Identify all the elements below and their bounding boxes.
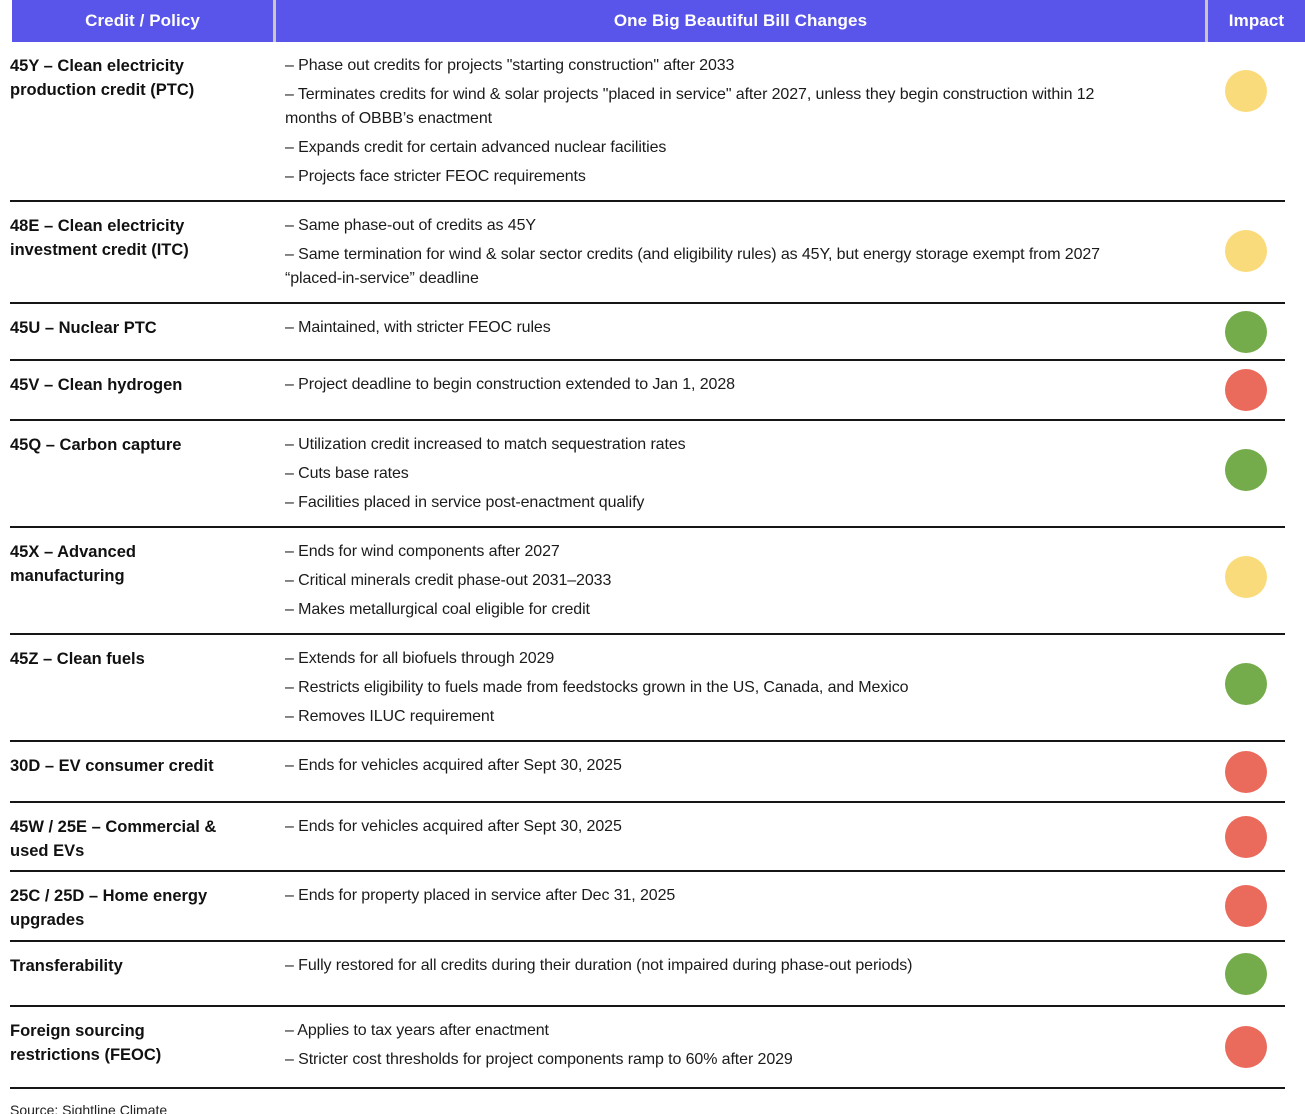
table-row: 45U – Nuclear PTC – Maintained, with str… <box>10 304 1285 361</box>
change-item: – Expands credit for certain advanced nu… <box>285 139 667 156</box>
changes-cell: – Same phase-out of credits as 45Y – Same… <box>275 202 1205 302</box>
change-item: – Extends for all biofuels through 2029 <box>285 650 555 667</box>
impact-indicator <box>1225 70 1267 112</box>
table-row: 25C / 25D – Home energy upgrades – Ends … <box>10 872 1285 942</box>
change-item: – Ends for vehicles acquired after Sept … <box>285 818 622 835</box>
change-item: – Restricts eligibility to fuels made fr… <box>285 679 909 696</box>
impact-indicator <box>1225 310 1267 353</box>
table-body: 45Y – Clean electricity production credi… <box>10 42 1285 1089</box>
impact-indicator <box>1225 369 1267 411</box>
impact-cell <box>1205 304 1285 359</box>
impact-indicator <box>1225 1026 1267 1068</box>
table-row: 45V – Clean hydrogen – Project deadline … <box>10 361 1285 421</box>
impact-indicator <box>1225 750 1267 793</box>
change-item: – Terminates credits for wind & solar pr… <box>285 86 1095 127</box>
table-row: 45X – Advanced manufacturing – Ends for … <box>10 528 1285 635</box>
policy-name: 45Z – Clean fuels <box>10 650 145 668</box>
impact-cell <box>1205 421 1285 526</box>
table-row: 45W / 25E – Commercial & used EVs – Ends… <box>10 803 1285 872</box>
changes-cell: – Project deadline to begin construction… <box>275 361 1205 419</box>
change-item: – Cuts base rates <box>285 465 409 482</box>
header-credit-policy: Credit / Policy <box>12 0 273 42</box>
change-item: – Ends for property placed in service af… <box>285 887 676 904</box>
change-item: – Maintained, with stricter FEOC rules <box>285 319 551 336</box>
change-item: – Makes metallurgical coal eligible for … <box>285 601 590 618</box>
changes-cell: – Maintained, with stricter FEOC rules <box>275 304 1205 359</box>
table-row: Transferability – Fully restored for all… <box>10 942 1285 1007</box>
changes-cell: – Ends for vehicles acquired after Sept … <box>275 803 1205 870</box>
impact-indicator <box>1225 952 1267 995</box>
changes-cell: – Ends for property placed in service af… <box>275 872 1205 940</box>
header-impact: Impact <box>1208 0 1305 42</box>
impact-cell <box>1205 942 1285 1005</box>
impact-indicator <box>1225 663 1267 705</box>
impact-cell <box>1205 528 1285 633</box>
impact-indicator <box>1225 556 1267 598</box>
policy-name: 45Y – Clean electricity production credi… <box>10 57 195 99</box>
impact-cell <box>1205 803 1285 870</box>
policy-name: Foreign sourcing restrictions (FEOC) <box>10 1022 162 1064</box>
change-item: – Critical minerals credit phase-out 203… <box>285 572 612 589</box>
change-item: – Fully restored for all credits during … <box>285 957 913 974</box>
change-item: – Project deadline to begin construction… <box>285 376 735 393</box>
policy-name: Transferability <box>10 957 123 975</box>
impact-cell <box>1205 635 1285 740</box>
table-header-row: Credit / Policy One Big Beautiful Bill C… <box>12 0 1305 42</box>
changes-cell: – Ends for wind components after 2027 – C… <box>275 528 1205 633</box>
changes-cell: – Extends for all biofuels through 2029 –… <box>275 635 1205 740</box>
change-item: – Same phase-out of credits as 45Y <box>285 217 536 234</box>
table-row: 45Q – Carbon capture – Utilization credi… <box>10 421 1285 528</box>
change-item: – Same termination for wind & solar sect… <box>285 246 1100 287</box>
policy-name: 45W / 25E – Commercial & used EVs <box>10 818 217 860</box>
policy-name: 45Q – Carbon capture <box>10 436 182 454</box>
source-text: Source: Sightline Climate <box>10 1102 168 1114</box>
table-row: Foreign sourcing restrictions (FEOC) – A… <box>10 1007 1285 1089</box>
policy-name: 25C / 25D – Home energy upgrades <box>10 887 208 929</box>
impact-indicator <box>1225 230 1267 272</box>
impact-cell <box>1205 202 1285 302</box>
impact-indicator <box>1225 885 1267 927</box>
change-item: – Removes ILUC requirement <box>285 708 495 725</box>
change-item: – Phase out credits for projects "starti… <box>285 57 735 74</box>
table-row: 45Z – Clean fuels – Extends for all biof… <box>10 635 1285 742</box>
header-bill-changes: One Big Beautiful Bill Changes <box>276 0 1205 42</box>
table-row: 45Y – Clean electricity production credi… <box>10 42 1285 202</box>
changes-cell: – Fully restored for all credits during … <box>275 942 1205 1005</box>
change-item: – Ends for wind components after 2027 <box>285 543 560 560</box>
impact-cell <box>1205 1007 1285 1087</box>
change-item: – Facilities placed in service post-enac… <box>285 494 645 511</box>
impact-cell <box>1205 361 1285 419</box>
change-item: – Applies to tax years after enactment <box>285 1022 549 1039</box>
change-item: – Ends for vehicles acquired after Sept … <box>285 757 622 774</box>
change-item: – Projects face stricter FEOC requiremen… <box>285 168 586 185</box>
impact-cell <box>1205 742 1285 801</box>
policy-name: 45U – Nuclear PTC <box>10 319 157 337</box>
table-row: 48E – Clean electricity investment credi… <box>10 202 1285 304</box>
changes-cell: – Utilization credit increased to match … <box>275 421 1205 526</box>
change-item: – Stricter cost thresholds for project c… <box>285 1051 793 1068</box>
impact-cell <box>1205 872 1285 940</box>
impact-cell <box>1205 42 1285 200</box>
policy-name: 45X – Advanced manufacturing <box>10 543 136 585</box>
changes-cell: – Phase out credits for projects "starti… <box>275 42 1205 200</box>
change-item: – Utilization credit increased to match … <box>285 436 686 453</box>
policy-name: 45V – Clean hydrogen <box>10 376 183 394</box>
impact-indicator <box>1225 449 1267 491</box>
policy-name: 30D – EV consumer credit <box>10 757 214 775</box>
changes-cell: – Applies to tax years after enactment – … <box>275 1007 1205 1087</box>
impact-indicator <box>1225 815 1267 858</box>
table-row: 30D – EV consumer credit – Ends for vehi… <box>10 742 1285 803</box>
policy-name: 48E – Clean electricity investment credi… <box>10 217 189 259</box>
changes-cell: – Ends for vehicles acquired after Sept … <box>275 742 1205 801</box>
